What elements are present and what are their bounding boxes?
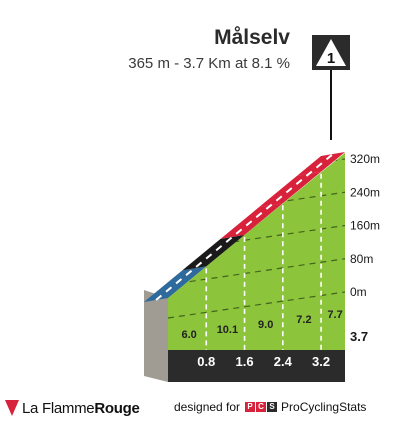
- profile-side-face: [144, 290, 168, 382]
- climb-marker-number: 1: [327, 50, 335, 67]
- footer: La FlammeRouge designed for P C S ProCyc…: [0, 396, 405, 420]
- designed-for-label: designed for: [174, 400, 241, 414]
- y-tick-label: 80m: [350, 252, 373, 266]
- flamme-rouge-flag-icon: [5, 400, 19, 416]
- pcs-letter-c: C: [256, 402, 267, 412]
- profile-top-segment: [220, 203, 283, 239]
- grid-line: [167, 224, 346, 253]
- grid-line: [167, 258, 346, 286]
- pcs-letter-s: S: [267, 402, 278, 412]
- climb-marker: 1: [312, 35, 350, 140]
- end-distance-label: 3.7: [350, 329, 368, 344]
- pcs-letter-p: P: [245, 402, 256, 412]
- km-label: 0.8: [197, 354, 215, 369]
- profile-layer: 0m 80m 160m 240m 320m 6.0 10.1 9.0 7.2 7.7 0.8 1.6 2…: [144, 100, 380, 382]
- climb-title: Målselv: [214, 26, 290, 49]
- gradient-label: 9.0: [258, 319, 273, 331]
- km-label: 1.6: [236, 354, 254, 369]
- pcs-logo-icon: P C S: [244, 402, 278, 412]
- y-tick-label: 320m: [350, 152, 380, 166]
- gradient-label: 6.0: [181, 329, 196, 341]
- climb-summary: 365 m - 3.7 Km at 8.1 %: [128, 55, 290, 72]
- km-label: 2.4: [274, 354, 293, 369]
- y-tick-label: 160m: [350, 219, 380, 233]
- grid-line: [167, 291, 346, 319]
- la-flamme-rouge-logo: La FlammeRouge: [5, 399, 140, 417]
- gradient-label: 7.7: [327, 309, 342, 321]
- y-tick-label: 0m: [350, 285, 367, 299]
- y-tick-label: 240m: [350, 185, 380, 199]
- climb-marker-triangle-icon: [316, 39, 346, 66]
- profile-front-face: [168, 152, 345, 350]
- profile-top-segment: [144, 266, 207, 302]
- gradient-label: 10.1: [217, 324, 238, 336]
- gradient-label: 7.2: [296, 314, 311, 326]
- distance-band: [168, 350, 345, 382]
- km-label: 3.2: [312, 354, 330, 369]
- profile-top-segment: [182, 234, 245, 271]
- brand-prefix: La Flamme: [22, 399, 95, 417]
- climb-profile-chart: Målselv 365 m - 3.7 Km at 8.1 % 1 0m 80m 1…: [128, 26, 380, 382]
- designed-for: designed for P C S ProCyclingStats: [174, 400, 366, 414]
- pcs-name: ProCyclingStats: [281, 400, 367, 414]
- brand-suffix: Rouge: [94, 399, 140, 417]
